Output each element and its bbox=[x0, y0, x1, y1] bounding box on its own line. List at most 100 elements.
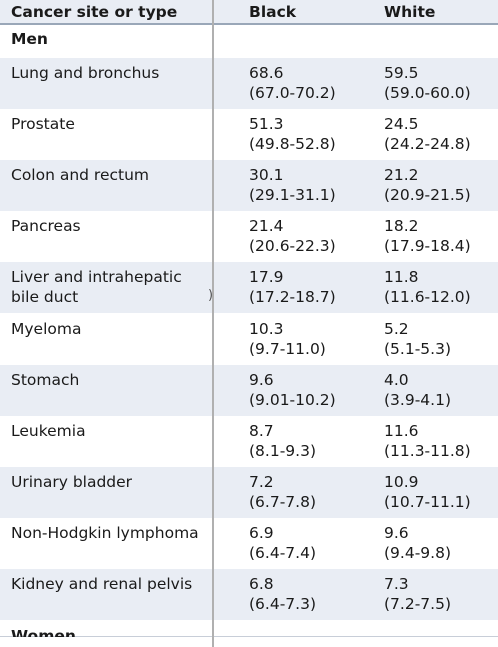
table-row: Leukemia 8.7 (8.1-9.3) 11.6 (11.3-11.8) bbox=[0, 416, 498, 467]
site-cell: Kidney and renal pelvis bbox=[11, 574, 192, 594]
table-row: Stomach 9.6 (9.01-10.2) 4.0 (3.9-4.1) bbox=[0, 364, 498, 416]
black-cell-line: (20.6-22.3) bbox=[249, 237, 336, 256]
site-cell: Pancreas bbox=[11, 216, 81, 236]
white-cell-line: (5.1-5.3) bbox=[384, 339, 451, 358]
white-cell: 11.8 (11.6-12.0) bbox=[384, 267, 471, 307]
white-cell: 18.2 (17.9-18.4) bbox=[384, 216, 471, 256]
black-cell-line: 9.6 bbox=[249, 370, 274, 389]
black-cell: 7.2 (6.7-7.8) bbox=[249, 472, 316, 512]
white-cell-line: (24.2-24.8) bbox=[384, 135, 471, 154]
black-cell: 17.9 (17.2-18.7) bbox=[249, 267, 336, 307]
table-row: Liver and intrahepatic bile duct 17.9 (17.2… bbox=[0, 262, 498, 314]
white-cell-line: 24.5 bbox=[384, 115, 419, 134]
white-cell: 21.2 (20.9-21.5) bbox=[384, 165, 471, 205]
white-cell: 11.6 (11.3-11.8) bbox=[384, 421, 471, 461]
black-cell: 8.7 (8.1-9.3) bbox=[249, 421, 316, 461]
black-cell: 30.1 (29.1-31.1) bbox=[249, 165, 336, 205]
site-cell-line: Colon and rectum bbox=[11, 166, 150, 185]
section-label-men: Men bbox=[11, 30, 48, 48]
white-cell: 7.3 (7.2-7.5) bbox=[384, 574, 451, 614]
column-divider bbox=[212, 0, 214, 647]
white-cell-line: 11.8 bbox=[384, 268, 419, 287]
white-cell-line: (17.9-18.4) bbox=[384, 237, 471, 256]
black-cell-line: 6.9 bbox=[249, 523, 274, 542]
black-cell-line: (49.8-52.8) bbox=[249, 135, 336, 154]
black-cell-line: 10.3 bbox=[249, 319, 284, 338]
white-cell-line: 5.2 bbox=[384, 319, 409, 338]
white-cell-line: (11.6-12.0) bbox=[384, 288, 471, 307]
black-cell-line: 6.8 bbox=[249, 575, 274, 593]
white-cell-line: (20.9-21.5) bbox=[384, 186, 471, 205]
black-cell: 10.3 (9.7-11.0) bbox=[249, 319, 326, 359]
black-cell-line: 7.2 bbox=[249, 472, 274, 491]
white-cell-line: 21.2 bbox=[384, 166, 419, 185]
white-cell: 24.5 (24.2-24.8) bbox=[384, 114, 471, 154]
site-cell-line: Leukemia bbox=[11, 421, 86, 440]
site-cell-line: Non-Hodgkin lymphoma bbox=[11, 523, 199, 542]
header-black: Black bbox=[249, 3, 297, 21]
section-label-women: Women bbox=[11, 627, 76, 638]
white-cell-line: (7.2-7.5) bbox=[384, 595, 451, 613]
section-row-women: Women bbox=[0, 620, 498, 638]
table-row: Kidney and renal pelvis 6.8 (6.4-7.3) 7.3 (7… bbox=[0, 569, 498, 621]
site-cell-line: Pancreas bbox=[11, 217, 81, 236]
table-row: Myeloma 10.3 (9.7-11.0) 5.2 (5.1-5.3) bbox=[0, 314, 498, 365]
black-cell: 9.6 (9.01-10.2) bbox=[249, 370, 336, 410]
white-cell-line: 9.6 bbox=[384, 523, 409, 542]
black-cell: 6.8 (6.4-7.3) bbox=[249, 574, 316, 614]
site-cell-line: Lung and bronchus bbox=[11, 64, 160, 82]
black-cell-line: (8.1-9.3) bbox=[249, 441, 316, 460]
site-cell-line: Urinary bladder bbox=[11, 472, 133, 491]
site-cell: Urinary bladder bbox=[11, 472, 132, 492]
white-cell-line: 11.6 bbox=[384, 421, 419, 440]
white-cell: 10.9 (10.7-11.1) bbox=[384, 472, 471, 512]
site-cell: Non-Hodgkin lymphoma bbox=[11, 523, 199, 543]
black-cell-line: 8.7 bbox=[249, 421, 274, 440]
white-cell-line: 10.9 bbox=[384, 472, 419, 491]
table-row: Lung and bronchus 68.6 (67.0-70.2) 59.5 (59.… bbox=[0, 58, 498, 110]
site-cell: Liver and intrahepatic bile duct bbox=[11, 267, 182, 307]
table-row: Colon and rectum 30.1 (29.1-31.1) 21.2 (20.9… bbox=[0, 160, 498, 212]
black-cell-line: (29.1-31.1) bbox=[249, 186, 336, 205]
black-cell-line: 51.3 bbox=[249, 115, 284, 134]
black-cell-line: (6.7-7.8) bbox=[249, 492, 316, 511]
white-cell-line: (3.9-4.1) bbox=[384, 390, 451, 409]
white-cell: 5.2 (5.1-5.3) bbox=[384, 319, 451, 359]
black-cell-line: 21.4 bbox=[249, 217, 284, 236]
white-cell: 9.6 (9.4-9.8) bbox=[384, 523, 451, 563]
white-cell-line: 4.0 bbox=[384, 370, 409, 389]
table-row: Pancreas 21.4 (20.6-22.3) 18.2 (17.9-18.4) bbox=[0, 211, 498, 262]
table-row: Urinary bladder 7.2 (6.7-7.8) 10.9 (10.7-11.… bbox=[0, 466, 498, 518]
white-cell-line: 18.2 bbox=[384, 217, 419, 236]
white-cell-line: 59.5 bbox=[384, 64, 419, 82]
bottom-margin bbox=[0, 637, 498, 647]
site-cell: Myeloma bbox=[11, 319, 81, 339]
black-cell: 51.3 (49.8-52.8) bbox=[249, 114, 336, 154]
white-cell-line: 7.3 bbox=[384, 575, 409, 593]
white-cell: 4.0 (3.9-4.1) bbox=[384, 370, 451, 410]
black-cell-line: (9.7-11.0) bbox=[249, 339, 326, 358]
black-cell-line: (6.4-7.3) bbox=[249, 595, 316, 613]
site-cell: Prostate bbox=[11, 114, 75, 134]
site-cell: Lung and bronchus bbox=[11, 63, 159, 83]
white-cell-line: (59.0-60.0) bbox=[384, 84, 471, 102]
black-cell-line: (17.2-18.7) bbox=[249, 288, 336, 307]
site-cell-line: Prostate bbox=[11, 115, 75, 134]
stray-mark: ) bbox=[208, 288, 214, 303]
white-cell-line: (11.3-11.8) bbox=[384, 441, 471, 460]
white-cell-line: (9.4-9.8) bbox=[384, 543, 451, 562]
section-row-men: Men bbox=[0, 25, 498, 58]
site-cell-line: Kidney and renal pelvis bbox=[11, 575, 193, 593]
black-cell-line: 30.1 bbox=[249, 166, 284, 185]
black-cell-line: (6.4-7.4) bbox=[249, 543, 316, 562]
black-cell-line: 17.9 bbox=[249, 268, 284, 287]
header-cancer-site: Cancer site or type bbox=[11, 3, 178, 21]
black-cell: 68.6 (67.0-70.2) bbox=[249, 63, 336, 103]
white-cell: 59.5 (59.0-60.0) bbox=[384, 63, 471, 103]
black-cell: 21.4 (20.6-22.3) bbox=[249, 216, 336, 256]
table-header: Cancer site or type Black White bbox=[0, 0, 498, 25]
site-cell-line: Myeloma bbox=[11, 319, 82, 338]
table-row: Prostate 51.3 (49.8-52.8) 24.5 (24.2-24.8) bbox=[0, 109, 498, 160]
site-cell-line: Stomach bbox=[11, 370, 80, 389]
black-cell: 6.9 (6.4-7.4) bbox=[249, 523, 316, 563]
